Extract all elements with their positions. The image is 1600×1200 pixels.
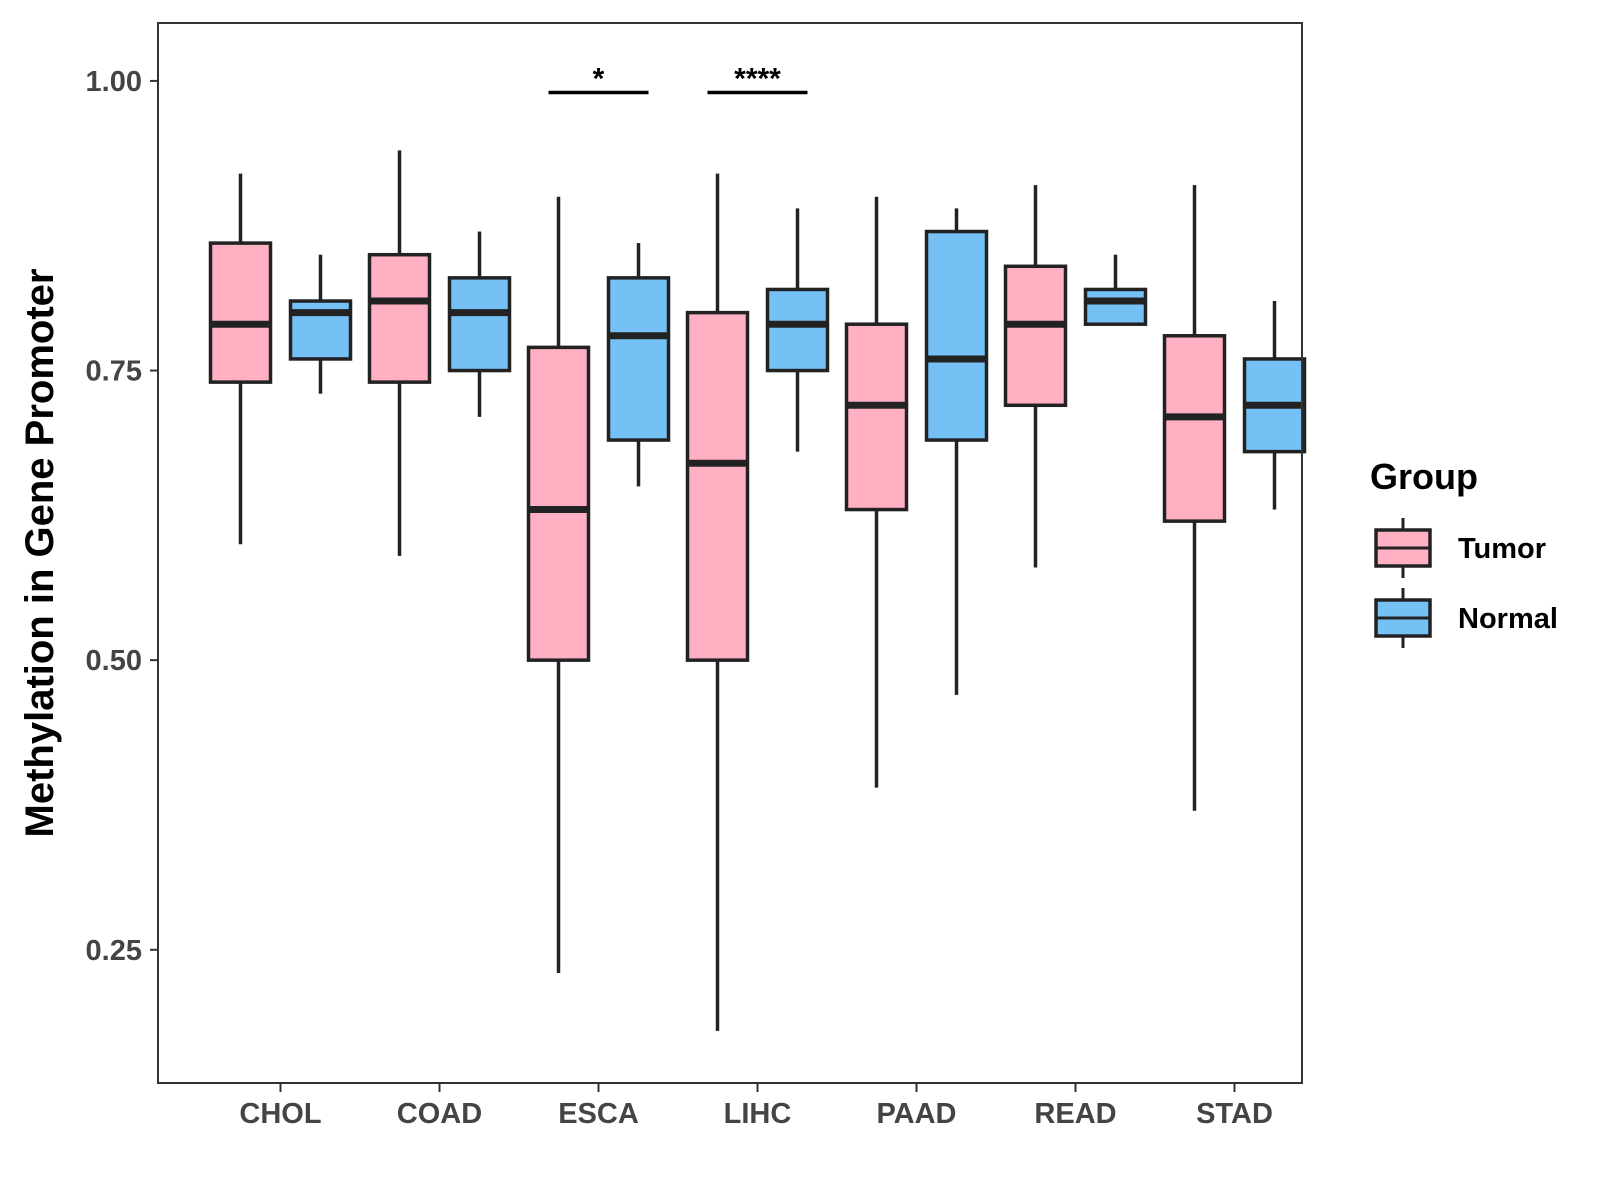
iqr-box [606,276,671,442]
series-tumor [208,150,1227,1031]
box-lihc-tumor [685,173,750,1031]
box-esca-tumor [526,196,591,973]
iqr-box [526,345,591,662]
iqr-box [208,241,273,384]
plot-panel-border [157,22,1303,1084]
box-paad-normal [924,208,989,695]
series-normal [288,208,1307,695]
x-tick-label-stad: STAD [1196,1098,1273,1130]
iqr-box [447,276,512,373]
box-chol-tumor [208,173,273,545]
box-coad-tumor [367,150,432,556]
iqr-box [1003,264,1068,408]
box-paad-tumor [844,196,909,788]
y-tick-label: 1.00 [86,66,142,98]
legend-label-tumor: Tumor [1458,533,1546,565]
axes-layer: 0.25 0.50 0.75 1.00 CHOL COAD ESCA LIHC PAAD READ… [86,66,1273,1130]
boxes-layer [208,150,1307,1031]
significance-lihc: **** [707,63,808,96]
legend: Group Tumor Normal [1370,456,1558,648]
x-tick-label-chol: CHOL [239,1098,321,1130]
iqr-box [924,229,989,442]
legend-title: Group [1370,456,1478,497]
y-axis-title: Methylation in Gene Promoter [18,269,62,838]
box-esca-normal [606,243,671,487]
x-tick-label-coad: COAD [397,1098,482,1130]
x-tick-label-lihc: LIHC [724,1098,792,1130]
iqr-box [1083,287,1148,326]
box-coad-normal [447,231,512,417]
x-tick-label-paad: PAAD [876,1098,956,1130]
iqr-box [844,322,909,512]
significance-esca: * [548,63,649,96]
box-stad-tumor [1162,185,1227,811]
box-chol-normal [288,254,353,394]
iqr-box [1162,334,1227,523]
significance-annotations: * **** [548,63,808,96]
iqr-box [367,252,432,384]
box-stad-normal [1242,301,1307,510]
box-read-normal [1083,254,1148,326]
y-tick-label: 0.25 [86,935,142,967]
legend-label-normal: Normal [1458,603,1558,635]
box-lihc-normal [765,208,830,452]
legend-item-normal: Normal [1374,588,1558,648]
y-tick-label: 0.50 [86,645,142,677]
iqr-box [685,310,750,662]
x-tick-label-read: READ [1034,1098,1116,1130]
significance-label: * [593,63,605,96]
y-tick-label: 0.75 [86,356,142,388]
legend-item-tumor: Tumor [1374,518,1546,578]
x-tick-label-esca: ESCA [558,1098,639,1130]
iqr-box [765,287,830,373]
significance-label: **** [734,63,781,96]
legend-items: Tumor Normal [1374,518,1558,648]
box-read-tumor [1003,185,1068,568]
